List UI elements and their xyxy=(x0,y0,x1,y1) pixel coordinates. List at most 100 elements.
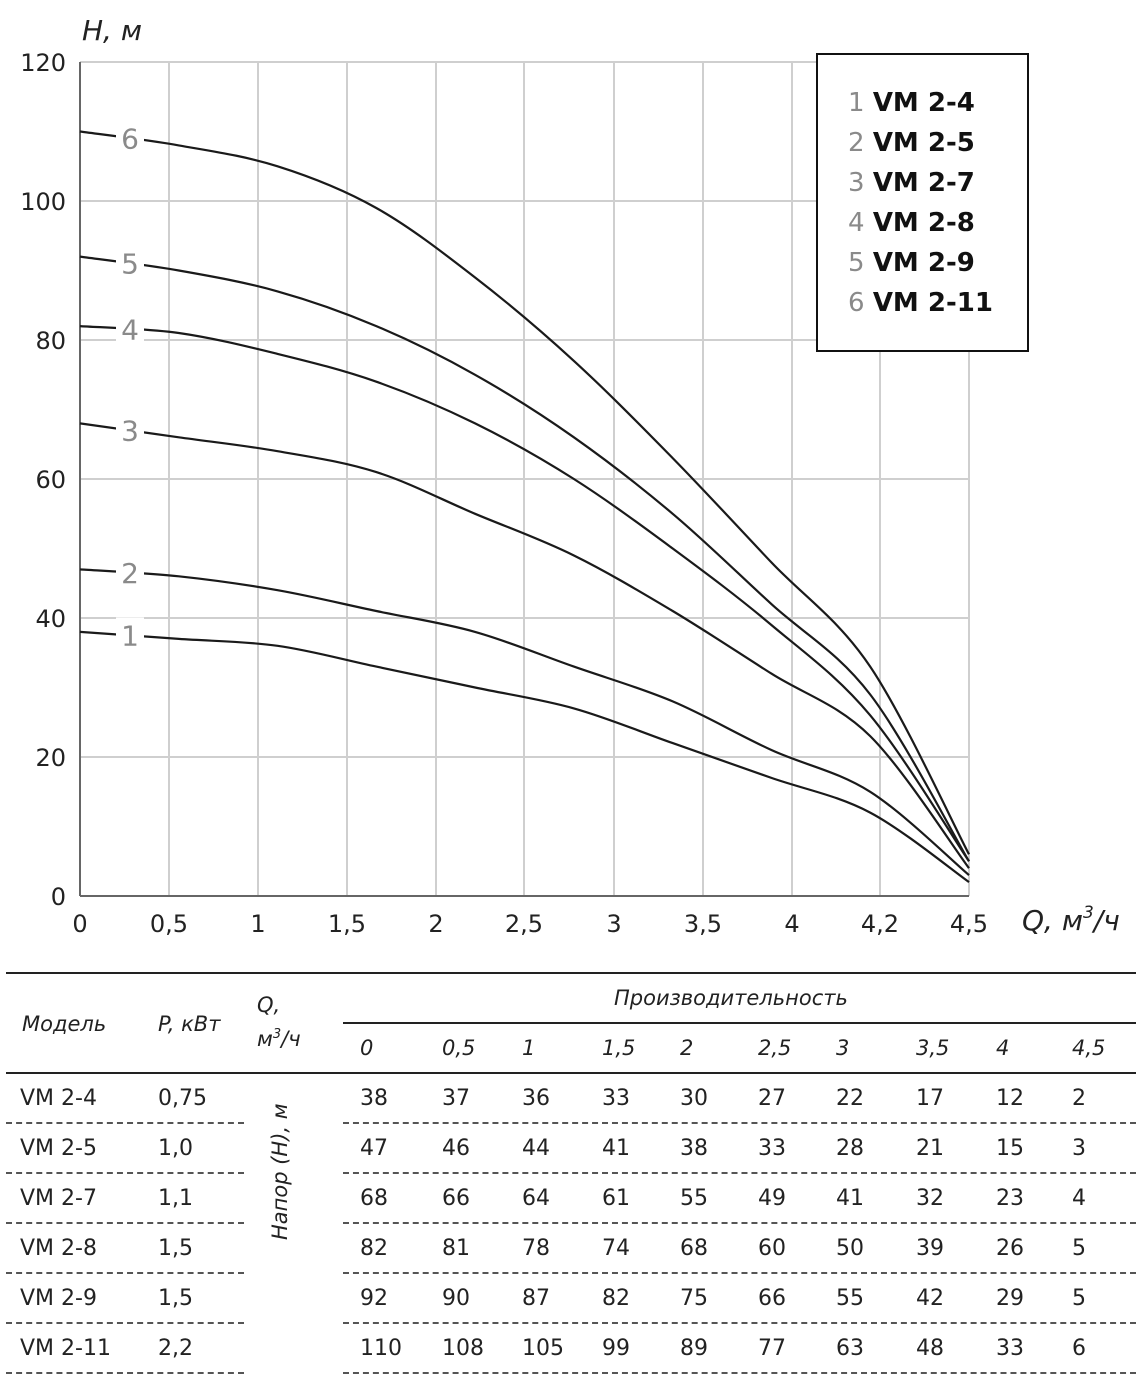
cell-head: 66 xyxy=(442,1186,470,1211)
curve-label-3: 3 xyxy=(121,414,139,447)
cell-power: 1,5 xyxy=(158,1236,193,1261)
cell-head: 74 xyxy=(602,1236,630,1261)
curve-label-bg xyxy=(116,311,144,346)
row-divider xyxy=(343,1172,1136,1174)
pump-curve-chart: 0 0,5 1 1,5 2 2,5 3 3,5 4 4,2 4,5 0 20 40 60 80 100 120 1… xyxy=(20,14,1120,938)
x-tick-label: 1 xyxy=(250,910,265,938)
legend-item: 1 VM 2-4 xyxy=(848,88,975,118)
legend-name: VM 2-5 xyxy=(873,128,975,158)
cell-head: 41 xyxy=(836,1186,864,1211)
legend-name: VM 2-8 xyxy=(873,208,975,238)
q-header: 1,5 xyxy=(602,1036,636,1060)
curve-label-2: 2 xyxy=(121,557,139,590)
legend-num: 5 xyxy=(848,248,873,278)
cell-head: 30 xyxy=(680,1086,708,1111)
x-tick-label: 4 xyxy=(784,910,799,938)
cell-head: 29 xyxy=(996,1286,1024,1311)
table-top-rule xyxy=(6,972,1136,974)
cell-head: 82 xyxy=(360,1236,388,1261)
cell-head: 17 xyxy=(916,1086,944,1111)
legend-items: 1 VM 2-42 VM 2-53 VM 2-74 VM 2-85 VM 2-9… xyxy=(848,88,993,318)
header-power: P, кВт xyxy=(158,1012,221,1036)
cell-head: 49 xyxy=(758,1186,786,1211)
cell-head: 68 xyxy=(360,1186,388,1211)
y-tick-label: 80 xyxy=(35,327,66,355)
cell-head: 42 xyxy=(916,1286,944,1311)
cell-head: 33 xyxy=(758,1136,786,1161)
cell-head: 50 xyxy=(836,1236,864,1261)
cell-head: 28 xyxy=(836,1136,864,1161)
cell-head: 4 xyxy=(1072,1186,1086,1211)
legend-name: VM 2-4 xyxy=(873,88,975,118)
cell-power: 1,0 xyxy=(158,1136,193,1161)
chart-tick-labels: 0 0,5 1 1,5 2 2,5 3 3,5 4 4,2 4,5 0 20 40 60 80 100 120 xyxy=(20,49,988,938)
y-axis-title: H, м xyxy=(82,14,142,47)
y-tick-label: 0 xyxy=(51,883,66,911)
cell-head: 66 xyxy=(758,1286,786,1311)
cell-head: 89 xyxy=(680,1336,708,1361)
table-sub-rule xyxy=(343,1022,1136,1024)
legend-num: 4 xyxy=(848,208,873,238)
q-header: 3,5 xyxy=(916,1036,950,1060)
chart-axes xyxy=(79,62,969,897)
row-divider xyxy=(343,1272,1136,1274)
cell-head: 38 xyxy=(360,1086,388,1111)
cell-head: 38 xyxy=(680,1136,708,1161)
curve-label-bg xyxy=(116,245,144,280)
cell-head: 44 xyxy=(522,1136,550,1161)
cell-head: 33 xyxy=(602,1086,630,1111)
row-divider xyxy=(6,1172,244,1174)
y-tick-label: 20 xyxy=(35,744,66,772)
cell-model: VM 2-5 xyxy=(20,1136,97,1161)
legend-item: 5 VM 2-9 xyxy=(848,248,975,278)
header-q: Q, м3/ч xyxy=(257,990,301,1054)
cell-head: 99 xyxy=(602,1336,630,1361)
curve-label-4: 4 xyxy=(121,314,139,347)
cell-head: 2 xyxy=(1072,1086,1086,1111)
header-model: Модель xyxy=(22,1012,107,1036)
q-header: 4,5 xyxy=(1072,1036,1106,1060)
x-tick-label: 2 xyxy=(428,910,443,938)
cell-head: 21 xyxy=(916,1136,944,1161)
cell-head: 41 xyxy=(602,1136,630,1161)
x-axis-title: Q, м3/ч xyxy=(1022,903,1120,937)
x-tick-label: 3 xyxy=(606,910,621,938)
cell-head: 87 xyxy=(522,1286,550,1311)
cell-power: 1,1 xyxy=(158,1186,193,1211)
q-header: 3 xyxy=(836,1036,850,1060)
cell-head: 27 xyxy=(758,1086,786,1111)
legend-name: VM 2-11 xyxy=(873,288,993,318)
cell-head: 55 xyxy=(836,1286,864,1311)
cell-power: 1,5 xyxy=(158,1286,193,1311)
cell-power: 2,2 xyxy=(158,1336,193,1361)
cell-head: 15 xyxy=(996,1136,1024,1161)
cell-head: 105 xyxy=(522,1336,564,1361)
legend-item: 3 VM 2-7 xyxy=(848,168,975,198)
table-row: VM 2-7 1,1 68 66 64 61 55 49 41 32 23 4 xyxy=(6,1174,1136,1224)
header-performance: Производительность xyxy=(614,986,848,1010)
legend-name: VM 2-9 xyxy=(873,248,975,278)
cell-head: 92 xyxy=(360,1286,388,1311)
curve-1 xyxy=(79,630,970,883)
cell-model: VM 2-11 xyxy=(20,1336,111,1361)
x-tick-label: 0 xyxy=(72,910,87,938)
row-divider xyxy=(343,1122,1136,1124)
curve-label-bg xyxy=(116,554,144,589)
x-axis-title-sup: 3 xyxy=(1083,903,1094,923)
cell-head: 48 xyxy=(916,1336,944,1361)
cell-head: 110 xyxy=(360,1336,402,1361)
table-row: VM 2-8 1,5 82 81 78 74 68 60 50 39 26 5 xyxy=(6,1224,1136,1274)
row-divider xyxy=(343,1372,1136,1374)
cell-head: 55 xyxy=(680,1186,708,1211)
cell-head: 75 xyxy=(680,1286,708,1311)
row-divider xyxy=(6,1222,244,1224)
cell-model: VM 2-4 xyxy=(20,1086,97,1111)
row-divider xyxy=(6,1272,244,1274)
cell-head: 5 xyxy=(1072,1286,1086,1311)
legend-num: 6 xyxy=(848,288,873,318)
curve-5 xyxy=(79,255,970,862)
row-divider xyxy=(6,1122,244,1124)
y-tick-label: 120 xyxy=(20,49,66,77)
cell-head: 26 xyxy=(996,1236,1024,1261)
q-header: 1 xyxy=(522,1036,536,1060)
